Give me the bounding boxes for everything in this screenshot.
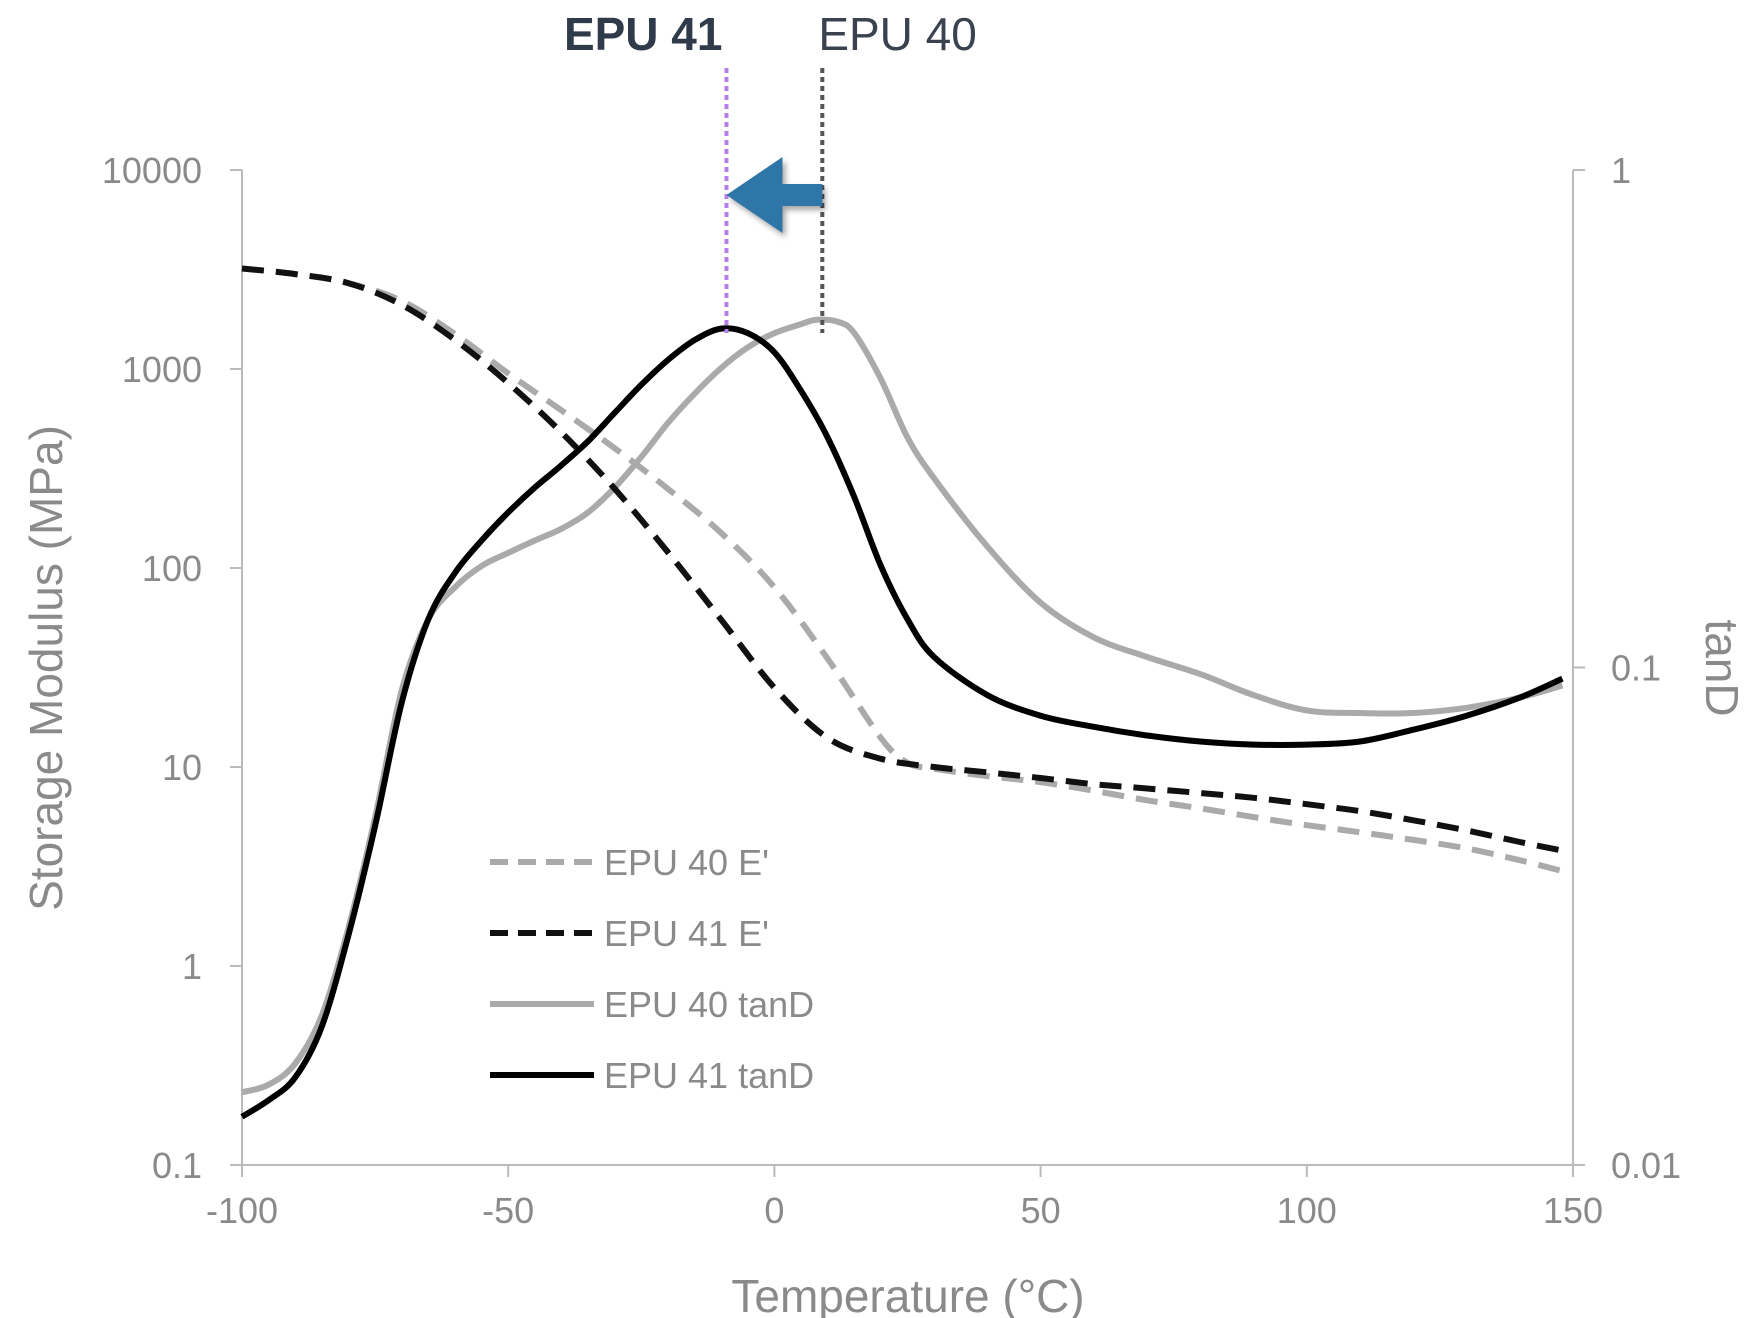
y-ticks: 0.1 1 10 100 1000 10000 — [102, 150, 242, 1186]
series-line-epu-40-tand — [241, 316, 1564, 1096]
series-line-epu-41-tand — [240, 325, 1564, 1120]
y2-tick-label: 1 — [1611, 150, 1631, 191]
x-tick-label: -50 — [482, 1190, 534, 1231]
series-line-epu-40-e- — [241, 265, 1564, 875]
x-tick-label: 150 — [1543, 1190, 1603, 1231]
series-line-epu-41-e- — [241, 265, 1563, 854]
y-tick-label: 0.1 — [152, 1145, 202, 1186]
x-tick-label: 50 — [1021, 1190, 1061, 1231]
y-tick-label: 1000 — [122, 349, 202, 390]
y2-tick-label: 0.01 — [1611, 1145, 1681, 1186]
annotations: EPU 41 EPU 40 — [564, 8, 977, 333]
legend: EPU 40 E' EPU 41 E' EPU 40 tanD EPU 41 tanD — [490, 842, 814, 1096]
x-ticks: -100 -50 0 50 100 150 — [206, 1165, 1603, 1231]
y-tick-label: 10000 — [102, 150, 202, 191]
legend-label: EPU 40 E' — [604, 842, 769, 883]
x-tick-label: 100 — [1277, 1190, 1337, 1231]
y2-axis-title: tanD — [1696, 619, 1748, 716]
x-tick-label: -100 — [206, 1190, 278, 1231]
legend-label: EPU 41 E' — [604, 913, 769, 954]
x-tick-label: 0 — [764, 1190, 784, 1231]
legend-label: EPU 41 tanD — [604, 1055, 814, 1096]
y2-tick-label: 0.1 — [1611, 648, 1661, 689]
y-axis-title: Storage Modulus (MPa) — [20, 425, 72, 911]
shift-arrow-icon — [726, 157, 823, 233]
legend-label: EPU 40 tanD — [604, 984, 814, 1025]
x-axis-title: Temperature (°C) — [731, 1270, 1084, 1318]
marker-label-epu-40: EPU 40 — [818, 8, 977, 60]
y-tick-label: 1 — [182, 946, 202, 987]
y-tick-label: 100 — [142, 548, 202, 589]
marker-label-epu-41: EPU 41 — [564, 8, 723, 60]
y2-ticks: 0.01 0.1 1 — [1573, 150, 1681, 1186]
y-tick-label: 10 — [162, 747, 202, 788]
series-group — [240, 265, 1564, 1120]
